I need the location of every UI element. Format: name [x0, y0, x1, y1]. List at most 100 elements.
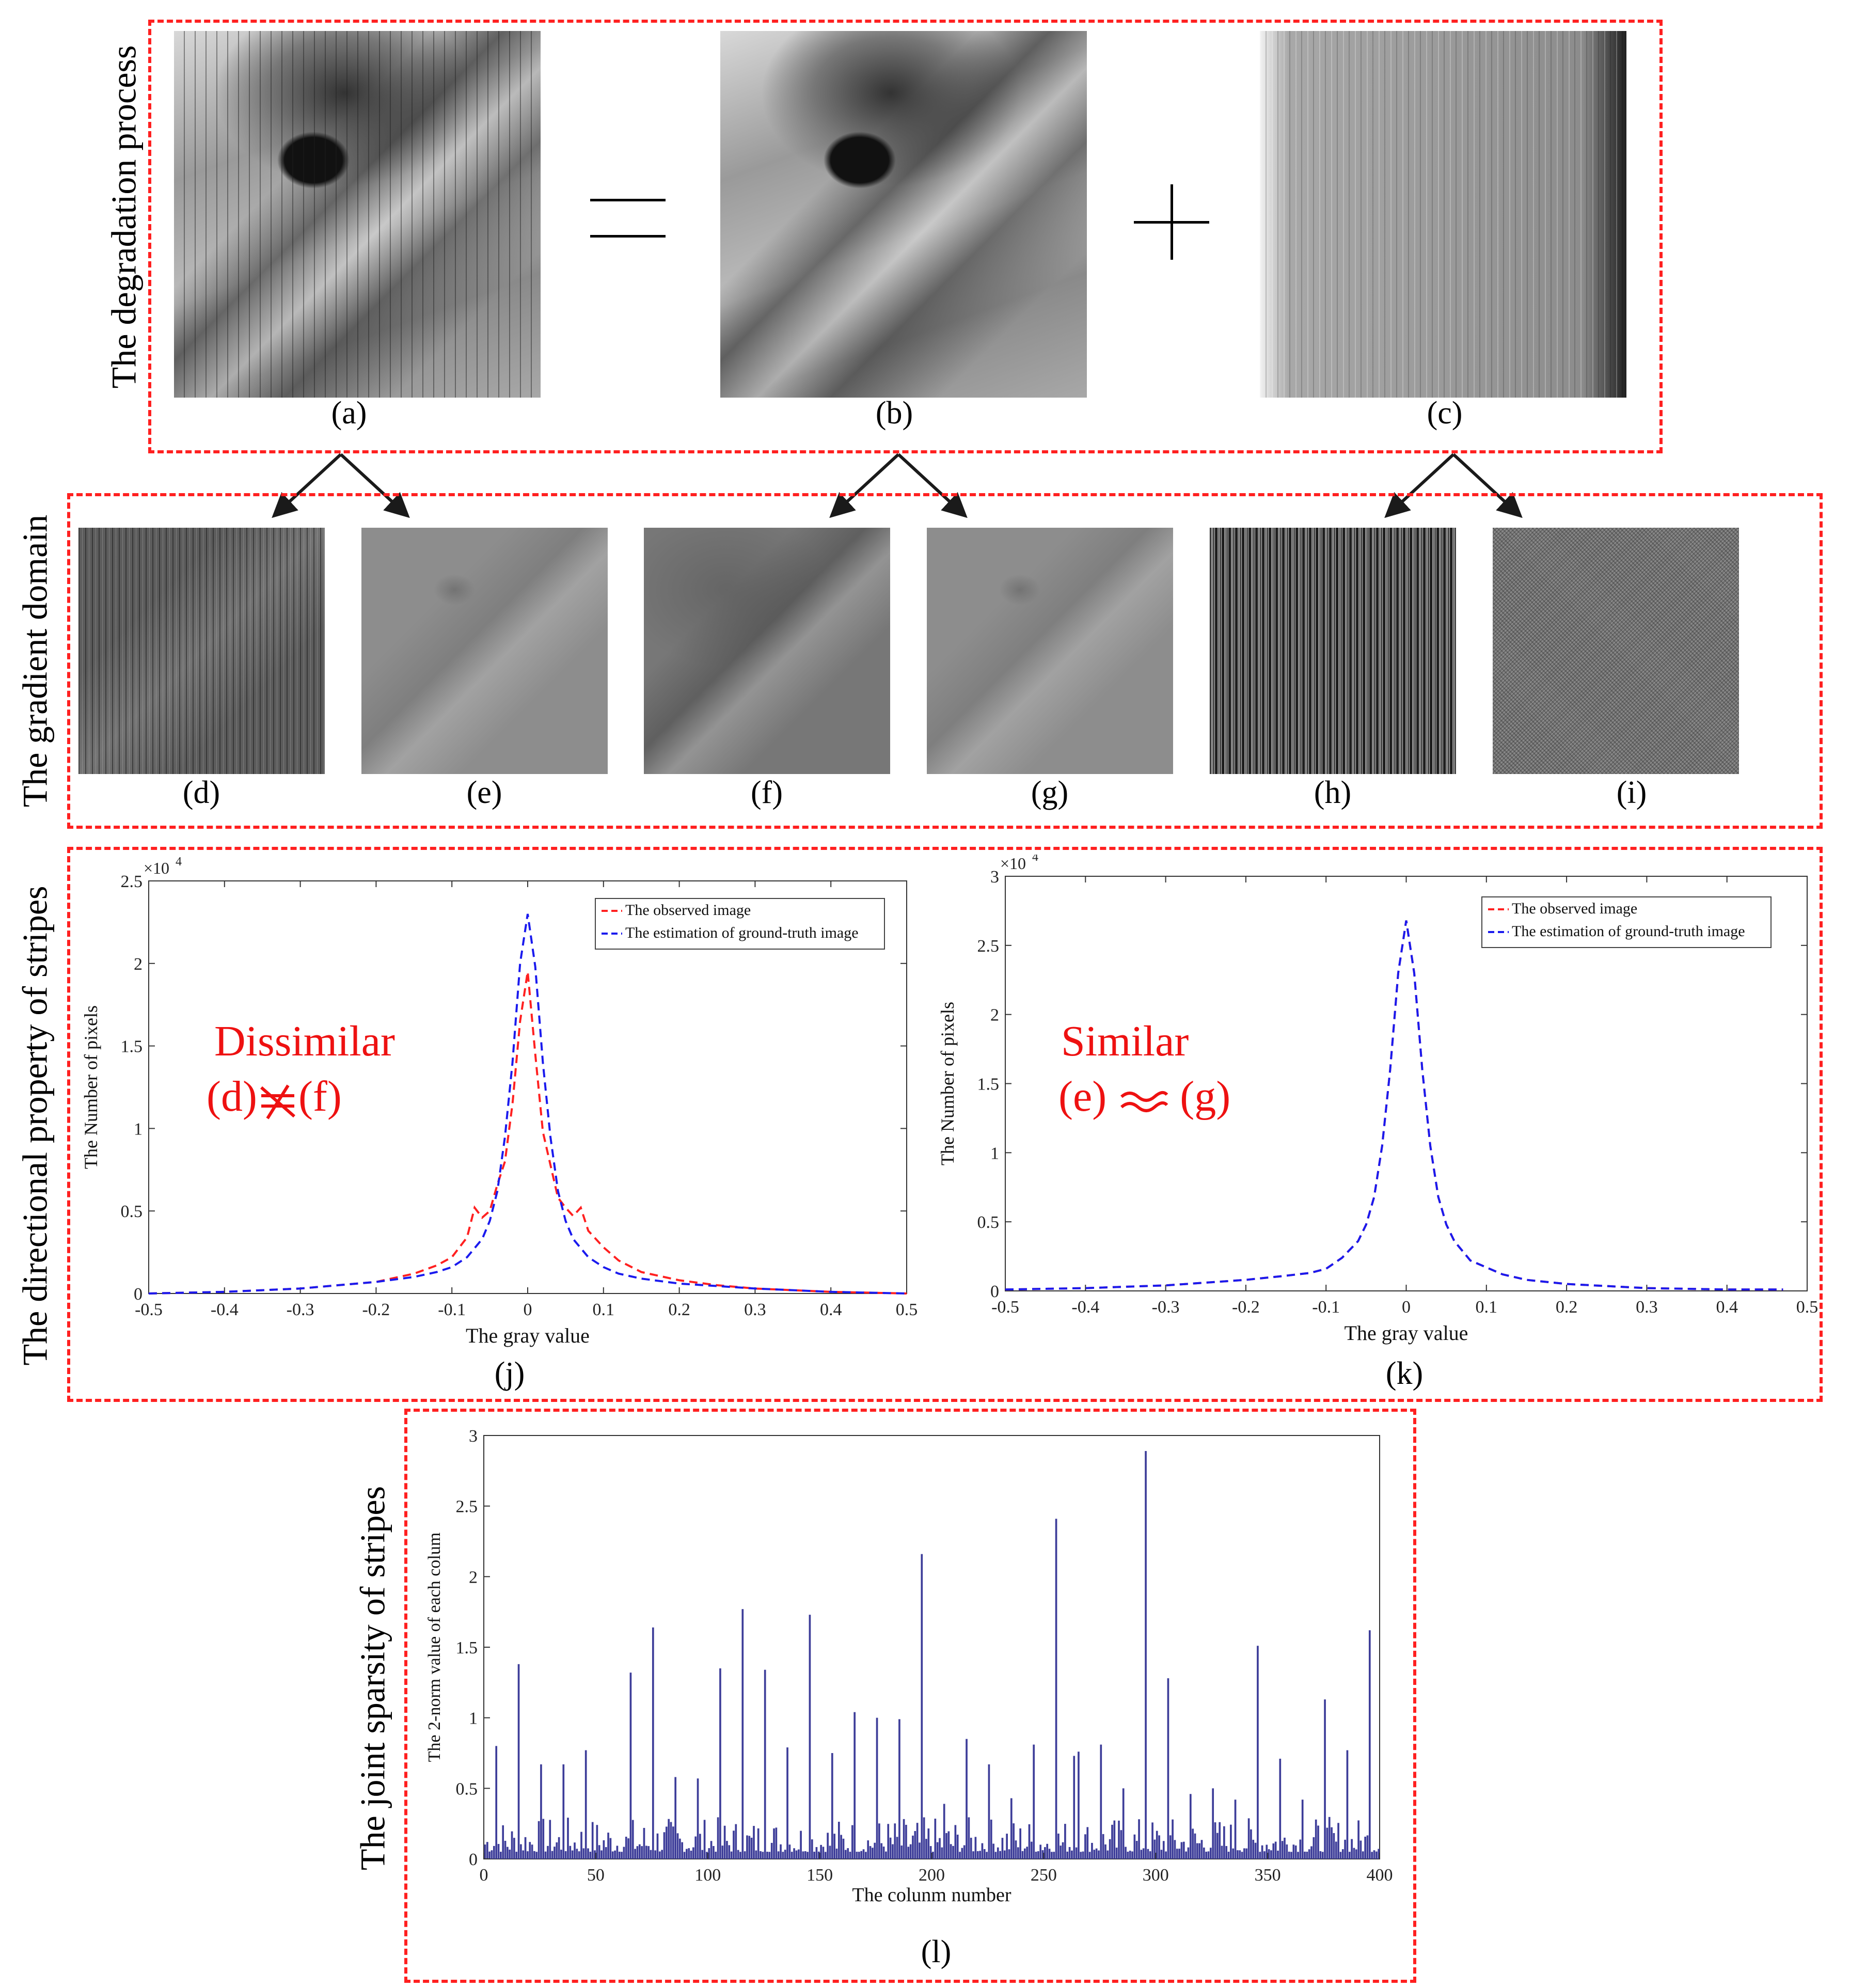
bar: [491, 1850, 493, 1859]
bar: [853, 1712, 856, 1859]
x-tick-label: 0.5: [896, 1300, 918, 1319]
bar: [1185, 1851, 1187, 1859]
bar: [831, 1753, 833, 1859]
bar: [1084, 1834, 1086, 1859]
bar: [1060, 1845, 1062, 1859]
bar: [1353, 1848, 1355, 1859]
bar: [569, 1845, 572, 1859]
bar: [1324, 1699, 1326, 1859]
bar: [1344, 1839, 1346, 1859]
bar: [542, 1819, 545, 1859]
bar: [1243, 1848, 1245, 1859]
bar: [679, 1838, 681, 1859]
y-tick-label: 3: [990, 867, 999, 887]
bar: [784, 1850, 786, 1859]
bar: [914, 1831, 916, 1859]
bar: [782, 1852, 784, 1859]
bar: [551, 1851, 554, 1859]
bar: [1310, 1846, 1313, 1859]
bar: [1368, 1630, 1371, 1859]
bar: [986, 1852, 988, 1859]
bar: [889, 1837, 892, 1859]
x-tick-label: 100: [694, 1866, 721, 1885]
bar: [1140, 1850, 1143, 1859]
bar: [817, 1851, 820, 1859]
caption-j: (j): [494, 1356, 525, 1391]
bar: [1158, 1835, 1160, 1859]
arrow-b-to-g: [897, 453, 968, 518]
bar: [1373, 1850, 1375, 1859]
bar: [1075, 1847, 1078, 1859]
bar: [535, 1852, 538, 1859]
sparsity-section-box: [404, 1409, 1416, 1983]
x-tick-label: 0.5: [1796, 1298, 1817, 1317]
y-axis-label: The 2-norm value of each colum: [425, 1533, 444, 1762]
chart-k-histogram: -0.5 -0.4 -0.3 -0.2 -0.1 0 0.1 0.2 0.3 0.4 0.5 0 0.5…: [940, 855, 1817, 1345]
bar: [766, 1852, 768, 1859]
bar: [607, 1833, 609, 1859]
bar: [511, 1831, 513, 1859]
x-tick-label: 300: [1143, 1866, 1169, 1885]
bar: [587, 1848, 589, 1859]
bar: [533, 1851, 535, 1859]
bar: [1205, 1852, 1208, 1859]
bar: [1100, 1744, 1102, 1859]
bar: [829, 1845, 831, 1859]
bar: [869, 1846, 872, 1859]
y-tick-label: 0: [134, 1285, 143, 1304]
bar: [1317, 1825, 1319, 1859]
bar: [652, 1627, 654, 1859]
bar: [793, 1848, 795, 1859]
legend-box: [1481, 896, 1772, 948]
image-h-gradient-stripe-horizontal: [1210, 528, 1456, 774]
bar: [750, 1837, 753, 1859]
bar: [979, 1851, 981, 1859]
bar: [717, 1817, 719, 1859]
bar: [909, 1844, 912, 1859]
bar: [947, 1831, 950, 1859]
bar: [650, 1850, 652, 1859]
bar: [1071, 1850, 1073, 1859]
bar: [549, 1820, 551, 1859]
bar: [488, 1851, 491, 1859]
bar: [1153, 1839, 1156, 1859]
bar: [1046, 1843, 1049, 1859]
bar: [1266, 1844, 1268, 1859]
bar: [1019, 1828, 1021, 1859]
bar: [943, 1804, 945, 1859]
bar: [851, 1825, 853, 1859]
series-line-2: [148, 913, 907, 1295]
bar: [1142, 1848, 1145, 1859]
bar: [775, 1827, 778, 1859]
bar: [1214, 1822, 1216, 1859]
bar: [820, 1844, 822, 1859]
bar: [1082, 1851, 1084, 1859]
bar: [813, 1852, 815, 1859]
bar: [1284, 1837, 1286, 1859]
bar: [594, 1850, 596, 1859]
bar: [1021, 1851, 1024, 1859]
x-tick-label: -0.3: [287, 1300, 314, 1319]
bar: [540, 1764, 542, 1859]
bar: [847, 1848, 849, 1859]
bar: [867, 1840, 869, 1859]
bar: [1088, 1852, 1091, 1859]
bar: [730, 1851, 733, 1859]
bar: [923, 1817, 925, 1859]
bar: [571, 1850, 574, 1859]
bar: [1337, 1823, 1339, 1859]
bar: [748, 1836, 751, 1859]
bar: [621, 1852, 623, 1859]
bar: [625, 1836, 627, 1859]
approx-equal-icon: [1117, 1080, 1169, 1122]
x-tick-label: 0: [524, 1300, 532, 1319]
bar: [515, 1852, 518, 1859]
bar: [1145, 1451, 1147, 1859]
plot-area: [483, 1435, 1380, 1859]
y-tick-label: 2: [134, 955, 143, 974]
y-tick-label: 0.5: [456, 1779, 478, 1798]
bar: [1138, 1819, 1140, 1859]
equals-sign-lower: [590, 235, 666, 238]
bar: [1272, 1843, 1275, 1859]
bar: [934, 1819, 937, 1859]
